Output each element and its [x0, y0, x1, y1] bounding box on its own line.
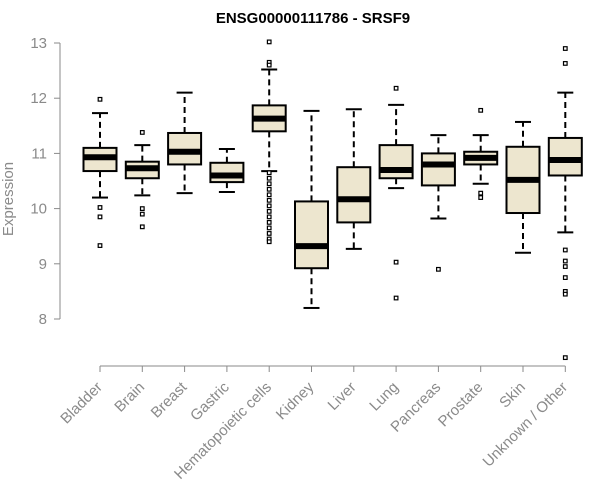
- box-4: [251, 39, 287, 245]
- box-body-2: [167, 131, 203, 166]
- outlier-0-2: [97, 214, 103, 220]
- x-tick-label-2: Breast: [148, 378, 191, 421]
- y-tick-label-12: 12: [30, 90, 47, 107]
- box-0: [82, 96, 118, 248]
- outlier-4-6: [266, 186, 272, 192]
- outlier-11-0: [562, 46, 568, 51]
- x-tick-label-1: Brain: [111, 379, 148, 416]
- outlier-7-0: [393, 85, 399, 91]
- outlier-4-0: [266, 39, 272, 45]
- outlier-11-8: [562, 355, 568, 361]
- outlier-1-3: [139, 224, 145, 230]
- box-body-3: [209, 161, 245, 184]
- outlier-4-2: [266, 62, 272, 68]
- outlier-1-0: [139, 130, 145, 135]
- outlier-4-9: [266, 203, 272, 209]
- y-tick-label-11: 11: [31, 145, 47, 162]
- outlier-11-2: [562, 247, 568, 253]
- outlier-1-1: [139, 206, 145, 212]
- outlier-0-1: [97, 205, 103, 210]
- outlier-11-1: [562, 61, 568, 66]
- box-body-5: [294, 200, 329, 270]
- outlier-8-0: [436, 266, 441, 272]
- outlier-0-0: [97, 96, 103, 102]
- y-axis-label: Expression: [0, 162, 17, 236]
- box-7: [378, 85, 414, 301]
- x-tick-label-6: Liver: [325, 379, 360, 414]
- outlier-4-4: [266, 175, 272, 181]
- x-tick-label-5: Kidney: [273, 378, 318, 423]
- box-body-11: [547, 136, 583, 177]
- outlier-11-3: [562, 258, 568, 264]
- outlier-7-1: [393, 259, 399, 265]
- outlier-11-5: [562, 275, 568, 280]
- outlier-4-8: [266, 197, 272, 203]
- outlier-1-2: [139, 211, 145, 217]
- box-6: [336, 108, 372, 250]
- box-5: [294, 109, 329, 309]
- x-tick-label-0: Bladder: [57, 379, 106, 428]
- box-8: [420, 134, 456, 272]
- outlier-4-16: [266, 239, 272, 245]
- outlier-0-3: [97, 243, 103, 248]
- x-tick-label-10: Skin: [496, 379, 529, 412]
- outlier-4-11: [266, 214, 272, 220]
- box-body-8: [420, 152, 456, 187]
- x-tick-label-7: Lung: [366, 379, 402, 415]
- outlier-4-3: [266, 170, 272, 176]
- box-body-6: [336, 166, 372, 224]
- outlier-9-0: [478, 107, 484, 113]
- outlier-4-7: [266, 192, 272, 198]
- outlier-7-2: [393, 295, 399, 301]
- outlier-11-7: [562, 291, 568, 297]
- outlier-4-10: [266, 208, 272, 214]
- y-tick-label-9: 9: [39, 256, 47, 273]
- outlier-4-14: [266, 231, 272, 236]
- outlier-9-2: [478, 195, 484, 200]
- box-11: [547, 46, 583, 361]
- outlier-4-13: [266, 225, 272, 231]
- box-series: [82, 39, 583, 361]
- chart-title: ENSG00000111786 - SRSF9: [216, 10, 410, 27]
- box-1: [124, 130, 160, 230]
- box-2: [167, 91, 203, 195]
- outlier-11-4: [562, 264, 568, 269]
- x-tick-label-9: Prostate: [435, 379, 487, 431]
- y-tick-label-13: 13: [30, 35, 47, 52]
- outlier-9-1: [478, 190, 484, 196]
- y-tick-label-10: 10: [30, 201, 47, 218]
- y-tick-label-8: 8: [39, 311, 47, 328]
- y-axis: 8 9 10 11 12 13: [30, 35, 61, 328]
- box-10: [505, 120, 541, 254]
- outlier-4-12: [266, 220, 272, 225]
- box-body-7: [378, 144, 414, 180]
- box-3: [209, 147, 245, 194]
- box-9: [463, 107, 499, 200]
- outlier-4-5: [266, 181, 272, 187]
